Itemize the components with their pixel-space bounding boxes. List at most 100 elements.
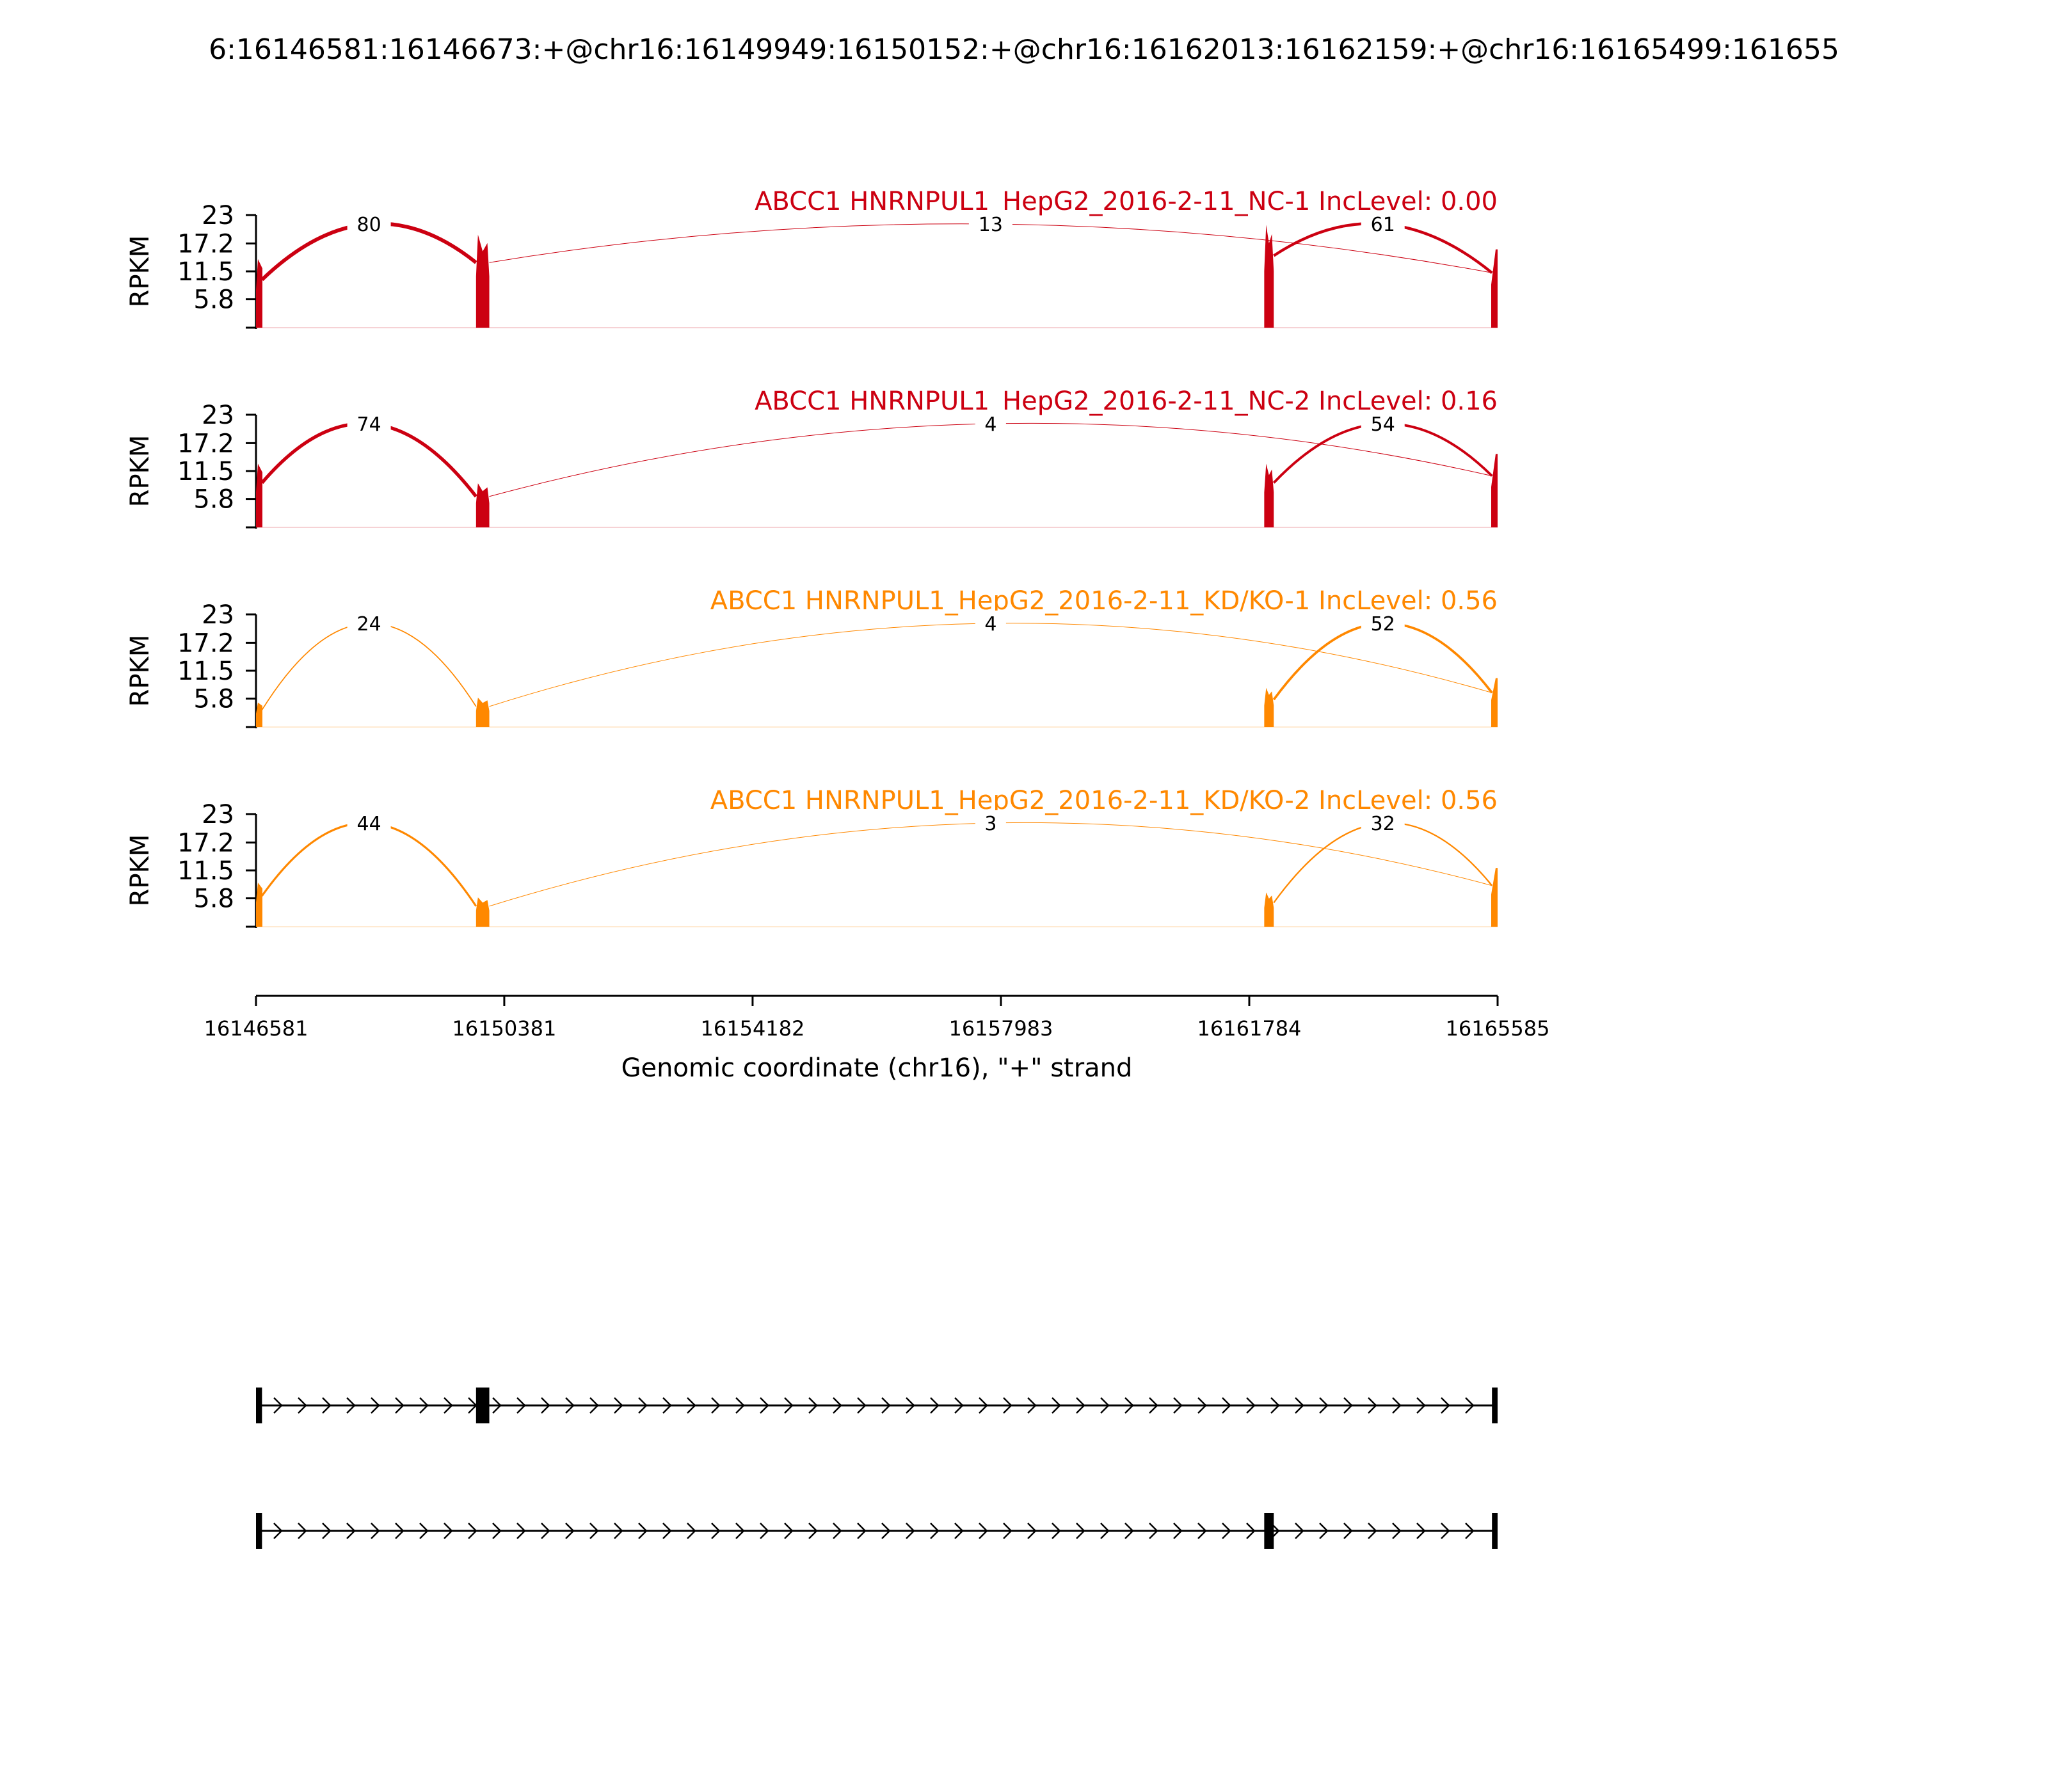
strand-arrow-icon <box>1124 1523 1134 1539</box>
junction-count-label: 74 <box>357 413 381 436</box>
strand-arrow-icon <box>273 1523 283 1539</box>
junction-label-bg <box>347 611 391 636</box>
y-tick-label: 17.2 <box>177 628 234 658</box>
strand-arrow-icon <box>662 1523 672 1539</box>
exon-block <box>1492 1388 1498 1423</box>
y-tick-label: 23 <box>202 600 234 630</box>
strand-arrow-icon <box>1100 1397 1110 1414</box>
strand-arrow-icon <box>954 1523 964 1539</box>
strand-arrow-icon <box>1222 1523 1231 1539</box>
x-tick-label: 16157983 <box>949 1016 1053 1041</box>
y-tick-label: 23 <box>202 401 234 430</box>
junction-label-bg <box>347 810 391 836</box>
exon-coverage-block <box>1264 892 1274 927</box>
strand-arrow-icon <box>419 1523 429 1539</box>
strand-arrow-icon <box>735 1397 745 1414</box>
strand-arrow-icon <box>1076 1397 1085 1414</box>
strand-arrow-icon <box>516 1397 526 1414</box>
exon-block <box>1264 1513 1274 1549</box>
strand-arrow-icon <box>881 1397 891 1414</box>
strand-arrow-icon <box>906 1523 915 1539</box>
strand-arrow-icon <box>662 1397 672 1414</box>
strand-arrow-icon <box>1392 1397 1402 1414</box>
strand-arrow-icon <box>1246 1397 1256 1414</box>
exon-coverage-block <box>476 483 490 527</box>
strand-arrow-icon <box>1465 1397 1475 1414</box>
strand-arrow-icon <box>687 1397 696 1414</box>
strand-arrow-icon <box>1441 1523 1450 1539</box>
strand-arrow-icon <box>1416 1523 1426 1539</box>
exon-block <box>256 1513 262 1549</box>
strand-arrow-icon <box>298 1397 307 1414</box>
strand-arrow-icon <box>1343 1523 1353 1539</box>
junction-count-label: 80 <box>357 214 381 236</box>
strand-arrow-icon <box>1003 1523 1012 1539</box>
y-tick-label: 5.8 <box>193 884 234 914</box>
exon-coverage-block <box>256 463 262 527</box>
y-tick-label: 17.2 <box>177 429 234 458</box>
junction-count-label: 24 <box>357 613 381 636</box>
strand-arrow-icon <box>1173 1397 1183 1414</box>
strand-arrow-icon <box>687 1523 696 1539</box>
y-axis-label: RPKM <box>125 236 155 308</box>
strand-arrow-icon <box>1173 1523 1183 1539</box>
exon-coverage-block <box>1491 454 1498 527</box>
strand-arrow-icon <box>1003 1397 1012 1414</box>
strand-arrow-icon <box>468 1523 477 1539</box>
strand-arrow-icon <box>1368 1397 1377 1414</box>
junction-label-bg <box>975 611 1006 636</box>
strand-arrow-icon <box>1027 1523 1037 1539</box>
strand-arrow-icon <box>833 1523 842 1539</box>
junction-label-bg <box>1361 810 1405 836</box>
junction-count-label: 3 <box>984 813 996 835</box>
y-tick-label: 5.8 <box>193 285 234 315</box>
junction-count-label: 4 <box>984 613 996 636</box>
strand-arrow-icon <box>516 1523 526 1539</box>
strand-arrow-icon <box>833 1397 842 1414</box>
junction-label-bg <box>1361 411 1405 436</box>
x-tick-label: 16161784 <box>1197 1016 1302 1041</box>
strand-arrow-icon <box>371 1523 380 1539</box>
junction-label-bg <box>347 411 391 436</box>
strand-arrow-icon <box>444 1397 453 1414</box>
junction-count-label: 61 <box>1371 214 1395 236</box>
strand-arrow-icon <box>881 1523 891 1539</box>
y-axis-label: RPKM <box>125 435 155 508</box>
exon-coverage-block <box>256 702 262 727</box>
x-axis: 16146581 16150381 16154182 16157983 16161784… <box>204 995 1549 1083</box>
strand-arrow-icon <box>1222 1397 1231 1414</box>
y-tick-label: 23 <box>202 201 234 230</box>
x-tick-label: 16154182 <box>701 1016 805 1041</box>
strand-arrow-icon <box>1319 1523 1329 1539</box>
y-tick-label: 5.8 <box>193 485 234 515</box>
exon-coverage-block <box>1491 678 1498 727</box>
exon-block <box>476 1388 490 1423</box>
page-title: 6:16146581:16146673:+@chr16:16149949:161… <box>209 33 1839 66</box>
strand-arrow-icon <box>711 1397 721 1414</box>
junction-label-bg <box>975 810 1006 836</box>
exon-block <box>256 1388 262 1423</box>
junction-count-label: 52 <box>1371 613 1395 636</box>
strand-arrow-icon <box>346 1397 356 1414</box>
strand-arrow-icon <box>565 1523 575 1539</box>
y-tick-label: 11.5 <box>177 657 234 686</box>
junction-label-bg <box>347 211 391 237</box>
junction-label-bg <box>1361 611 1405 636</box>
junction-count-label: 13 <box>979 214 1003 236</box>
y-tick-label: 5.8 <box>193 685 234 714</box>
strand-arrow-icon <box>565 1397 575 1414</box>
junction-count-label: 54 <box>1371 413 1395 436</box>
junction-arc <box>261 623 477 710</box>
isoform-models <box>256 1388 1498 1549</box>
strand-arrow-icon <box>979 1523 988 1539</box>
y-tick-label: 11.5 <box>177 257 234 287</box>
strand-arrow-icon <box>1319 1397 1329 1414</box>
strand-arrow-icon <box>419 1397 429 1414</box>
strand-arrow-icon <box>395 1523 404 1539</box>
exon-coverage-block <box>1491 868 1498 927</box>
strand-arrow-icon <box>1246 1523 1256 1539</box>
strand-arrow-icon <box>589 1523 599 1539</box>
